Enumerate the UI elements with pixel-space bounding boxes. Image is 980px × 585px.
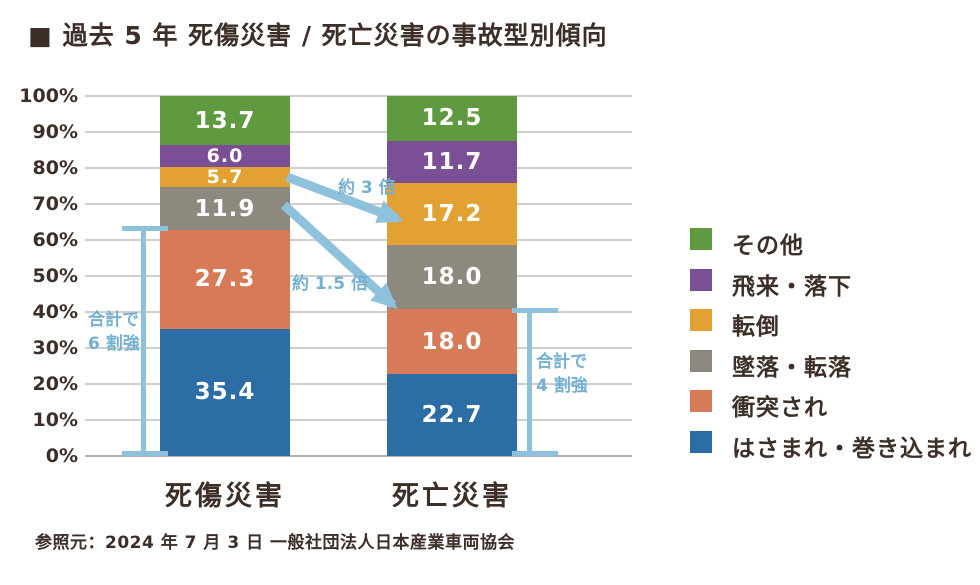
bracket-right-line: [527, 310, 532, 456]
gridline-20: [85, 383, 632, 385]
legend-label-墜落・転落: 墜落・転落: [732, 354, 852, 381]
bar-segment-死亡災害-墜落・転落: 18.0: [387, 244, 517, 310]
y-axis-tick-60: 60%: [32, 229, 78, 251]
segment-value-label: 13.7: [194, 107, 256, 134]
segment-value-label: 35.4: [194, 379, 256, 406]
segment-value-label: 5.7: [206, 166, 244, 189]
bar-segment-死亡災害-はさまれ・巻き込まれ: 22.7: [387, 374, 517, 456]
legend-swatch-その他: [690, 228, 712, 250]
legend-swatch-衝突され: [690, 390, 712, 412]
legend-swatch-飛来・落下: [690, 268, 712, 291]
bracket-right-label: 合計で 4 割強: [536, 352, 588, 396]
bracket-right-top-cap: [512, 308, 558, 313]
gridline-30: [85, 347, 632, 349]
bar-segment-死傷災害-その他: 13.7: [160, 96, 290, 146]
gridline-100: [85, 95, 632, 97]
bracket-left-bottom-cap: [122, 451, 168, 456]
segment-value-label: 6.0: [206, 145, 244, 168]
gridline-90: [85, 131, 632, 133]
bar-segment-死傷災害-飛来・落下: 6.0: [160, 145, 290, 167]
segment-value-label: 18.0: [421, 328, 483, 355]
arrow-label-1-5x: 約 1.5 倍: [292, 274, 368, 294]
bracket-left-top-cap: [122, 226, 168, 231]
title-square-marker: ■: [28, 21, 53, 50]
bar-segment-死傷災害-墜落・転落: 11.9: [160, 187, 290, 231]
legend-label-飛来・落下: 飛来・落下: [732, 273, 852, 300]
y-axis-tick-50: 50%: [32, 265, 78, 287]
source-reference: 参照元：2024 年 7 月 3 日 一般社団法人日本産業車両協会: [35, 533, 515, 553]
arrow-label-3x: 約 3 倍: [338, 178, 396, 198]
y-axis-tick-30: 30%: [32, 337, 78, 359]
y-axis-tick-0: 0%: [45, 445, 78, 467]
gridline-10: [85, 419, 632, 421]
segment-value-label: 11.7: [421, 148, 483, 175]
segment-value-label: 22.7: [421, 402, 483, 429]
bar-segment-死亡災害-転倒: 17.2: [387, 182, 517, 245]
bar-segment-死傷災害-衝突され: 27.3: [160, 230, 290, 329]
segment-value-label: 11.9: [194, 195, 256, 222]
legend-label-はさまれ・巻き込まれ: はさまれ・巻き込まれ: [732, 435, 972, 462]
y-axis-tick-40: 40%: [32, 301, 78, 323]
bar-segment-死亡災害-飛来・落下: 11.7: [387, 140, 517, 183]
segment-value-label: 17.2: [421, 200, 483, 227]
x-axis-label-死亡災害: 死亡災害: [392, 481, 512, 512]
legend-label-転倒: 転倒: [732, 314, 780, 340]
gridline-80: [85, 167, 632, 169]
bracket-left-label: 合計で 6 割強: [88, 310, 140, 354]
legend-label-衝突され: 衝突され: [732, 395, 828, 421]
gridline-40: [85, 311, 632, 313]
segment-value-label: 18.0: [421, 264, 483, 291]
bar-segment-死傷災害-はさまれ・巻き込まれ: 35.4: [160, 328, 290, 456]
gridline-0: [85, 455, 632, 457]
y-axis-tick-100: 100%: [19, 85, 78, 107]
y-axis-tick-10: 10%: [32, 409, 78, 431]
segment-value-label: 27.3: [194, 266, 256, 293]
segment-value-label: 12.5: [421, 105, 483, 132]
title-text: 過去 5 年 死傷災害 / 死亡災害の事故型別傾向: [62, 21, 608, 50]
bar-segment-死亡災害-衝突され: 18.0: [387, 309, 517, 375]
page-title: ■ 過去 5 年 死傷災害 / 死亡災害の事故型別傾向: [28, 16, 608, 52]
bar-segment-死傷災害-転倒: 5.7: [160, 166, 290, 189]
legend-label-その他: その他: [732, 233, 804, 259]
legend-swatch-はさまれ・巻き込まれ: [690, 430, 712, 453]
y-axis-tick-70: 70%: [32, 193, 78, 215]
y-axis-tick-90: 90%: [32, 121, 78, 143]
legend-swatch-転倒: [690, 309, 712, 331]
y-axis-tick-80: 80%: [32, 157, 78, 179]
x-axis-label-死傷災害: 死傷災害: [165, 481, 285, 512]
bracket-right-bottom-cap: [512, 451, 558, 456]
bar-segment-死亡災害-その他: 12.5: [387, 95, 517, 141]
legend-swatch-墜落・転落: [690, 349, 712, 372]
y-axis-tick-20: 20%: [32, 373, 78, 395]
bracket-left-line: [141, 228, 146, 456]
